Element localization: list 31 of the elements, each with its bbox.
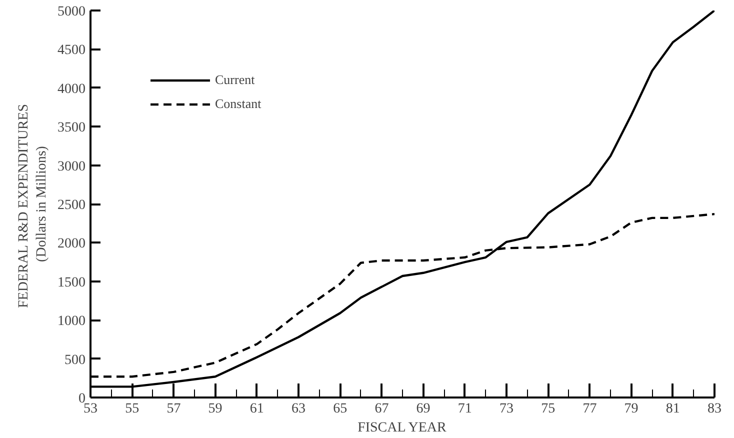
y-tick-label: 2000 bbox=[58, 236, 86, 252]
y-tick-label: 1000 bbox=[58, 314, 86, 330]
x-tick-label: 65 bbox=[333, 402, 348, 416]
legend-label: Constant bbox=[215, 96, 262, 112]
x-tick-label: 75 bbox=[541, 402, 556, 416]
x-tick-label: 59 bbox=[208, 402, 222, 416]
y-tick-label: 0 bbox=[78, 392, 86, 406]
x-tick-label: 63 bbox=[292, 402, 306, 416]
y-tick-label: 4000 bbox=[58, 82, 86, 97]
x-tick-label: 55 bbox=[125, 402, 140, 416]
x-axis-title: FISCAL YEAR bbox=[358, 420, 448, 436]
y-tick-label: 3500 bbox=[58, 120, 86, 136]
x-tick-label: 77 bbox=[582, 402, 597, 416]
x-tick-label: 71 bbox=[458, 402, 472, 416]
x-tick-label: 57 bbox=[166, 402, 181, 416]
x-tick-label: 53 bbox=[84, 402, 98, 416]
x-tick-label: 61 bbox=[250, 402, 264, 416]
legend-label: Current bbox=[215, 72, 255, 88]
x-tick-label: 83 bbox=[708, 402, 722, 416]
x-tick-label: 73 bbox=[500, 402, 514, 416]
y-tick-label: 500 bbox=[64, 352, 86, 368]
y-tick-label: 4500 bbox=[58, 43, 86, 58]
x-tick-label: 79 bbox=[624, 402, 638, 416]
x-tick-label: 81 bbox=[666, 402, 680, 416]
x-tick-label: 69 bbox=[416, 402, 430, 416]
y-tick-label: 5000 bbox=[58, 4, 86, 20]
y-tick-label: 3000 bbox=[58, 159, 86, 174]
y-tick-label: 1500 bbox=[58, 275, 86, 290]
y-tick-label: 2500 bbox=[58, 198, 86, 213]
y-axis-title: FEDERAL R&D EXPENDITURES (Dollars in Millions) bbox=[16, 104, 50, 308]
x-tick-label: 67 bbox=[374, 402, 389, 416]
